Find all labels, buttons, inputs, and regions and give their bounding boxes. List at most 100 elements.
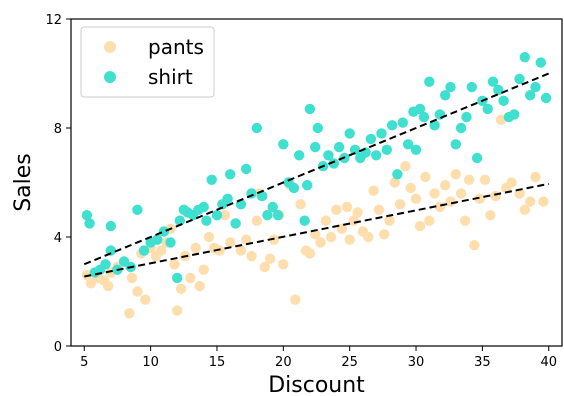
point-shirt bbox=[294, 150, 305, 161]
point-shirt bbox=[392, 169, 403, 180]
point-pants bbox=[363, 231, 374, 243]
point-pants bbox=[341, 201, 353, 213]
point-shirt bbox=[450, 139, 461, 150]
point-shirt bbox=[172, 272, 183, 284]
point-shirt bbox=[410, 144, 422, 155]
point-shirt bbox=[105, 220, 117, 232]
point-shirt bbox=[81, 210, 93, 221]
point-shirt bbox=[198, 201, 209, 213]
point-pants bbox=[251, 215, 262, 226]
point-pants bbox=[290, 294, 301, 305]
point-shirt bbox=[440, 90, 451, 101]
point-shirt bbox=[386, 120, 398, 131]
point-pants bbox=[463, 174, 475, 185]
point-shirt bbox=[498, 95, 509, 107]
point-shirt bbox=[105, 245, 117, 256]
x-tick-label: 5 bbox=[80, 355, 88, 370]
point-pants bbox=[495, 114, 507, 126]
x-tick-label: 25 bbox=[341, 355, 358, 370]
point-pants bbox=[525, 196, 536, 207]
x-axis: 5 10 15 20 25 30 35 40 bbox=[80, 346, 557, 370]
point-pants bbox=[538, 196, 549, 207]
point-pants bbox=[455, 188, 467, 199]
point-pants bbox=[485, 210, 496, 221]
x-tick-label: 20 bbox=[275, 355, 292, 370]
point-pants bbox=[519, 204, 530, 215]
point-shirt bbox=[84, 218, 95, 229]
plot-frame bbox=[70, 18, 563, 347]
legend-marker-shirt bbox=[104, 71, 116, 83]
point-shirt bbox=[304, 103, 316, 115]
point-pants bbox=[344, 234, 355, 245]
point-shirt bbox=[230, 218, 241, 229]
point-pants bbox=[479, 174, 491, 185]
point-pants bbox=[259, 261, 270, 273]
point-pants bbox=[331, 204, 342, 215]
point-shirt bbox=[206, 174, 217, 185]
point-shirt bbox=[174, 215, 185, 226]
point-shirt bbox=[365, 133, 377, 145]
point-shirt bbox=[323, 150, 334, 161]
point-shirt bbox=[540, 92, 552, 104]
point-shirt bbox=[312, 122, 323, 134]
point-shirt bbox=[376, 128, 387, 139]
point-shirt bbox=[328, 158, 339, 169]
point-pants bbox=[429, 188, 440, 199]
point-pants bbox=[414, 220, 426, 232]
legend-label-shirt: shirt bbox=[148, 65, 193, 89]
point-shirt bbox=[418, 111, 430, 123]
point-shirt bbox=[222, 193, 233, 204]
point-shirt bbox=[414, 103, 426, 115]
point-shirt bbox=[461, 111, 472, 123]
legend-label-pants: pants bbox=[148, 35, 204, 59]
point-shirt bbox=[424, 76, 435, 87]
point-shirt bbox=[299, 215, 310, 226]
point-shirt bbox=[349, 144, 361, 155]
point-shirt bbox=[241, 163, 252, 175]
point-pants bbox=[389, 177, 400, 188]
trendline-layer bbox=[83, 72, 550, 278]
point-pants bbox=[278, 259, 289, 270]
point-pants bbox=[156, 245, 167, 256]
point-shirt bbox=[530, 81, 541, 93]
point-pants bbox=[315, 237, 326, 248]
point-pants bbox=[490, 190, 501, 202]
point-pants bbox=[198, 264, 209, 275]
point-pants bbox=[450, 169, 461, 180]
point-shirt bbox=[397, 117, 408, 128]
point-shirt bbox=[278, 139, 289, 150]
point-pants bbox=[140, 294, 151, 305]
point-shirt bbox=[211, 210, 223, 221]
point-shirt bbox=[535, 57, 546, 68]
point-shirt bbox=[360, 147, 371, 158]
point-pants bbox=[185, 272, 196, 284]
point-shirt bbox=[201, 215, 212, 226]
point-pants bbox=[379, 229, 390, 240]
point-shirt bbox=[152, 234, 163, 245]
point-shirt bbox=[225, 169, 236, 180]
point-shirt bbox=[471, 152, 483, 164]
point-shirt bbox=[434, 109, 446, 120]
legend-marker-pants bbox=[104, 41, 116, 53]
point-pants bbox=[384, 215, 395, 226]
y-axis-label: Sales bbox=[11, 153, 36, 212]
point-shirt bbox=[429, 120, 440, 131]
point-pants bbox=[235, 245, 247, 256]
point-shirt bbox=[402, 139, 414, 150]
point-shirt bbox=[100, 259, 111, 270]
point-shirt bbox=[138, 245, 150, 256]
point-shirt bbox=[381, 144, 392, 155]
point-pants bbox=[172, 305, 183, 316]
point-pants bbox=[424, 215, 435, 226]
point-pants bbox=[219, 210, 231, 221]
point-pants bbox=[400, 161, 411, 172]
point-shirt bbox=[251, 122, 262, 134]
point-pants bbox=[132, 286, 143, 297]
point-pants bbox=[203, 231, 215, 243]
point-pants bbox=[295, 199, 306, 210]
point-pants bbox=[348, 215, 359, 226]
point-shirt bbox=[445, 81, 456, 93]
point-pants bbox=[268, 234, 280, 245]
point-shirt bbox=[165, 237, 176, 248]
point-pants bbox=[474, 193, 485, 204]
